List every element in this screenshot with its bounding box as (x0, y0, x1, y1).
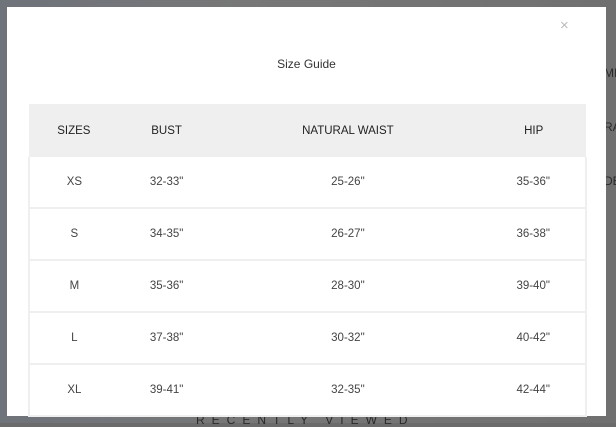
table-cell: 39-40" (481, 260, 587, 313)
table-cell: 40-42" (481, 312, 587, 365)
table-cell: S (28, 208, 119, 261)
background-text: RA (604, 120, 616, 134)
table-cell: 37-38" (118, 312, 215, 365)
table-cell: M (28, 260, 119, 313)
table-cell: XS (28, 157, 119, 209)
background-text: MI (604, 66, 616, 80)
table-cell: L (28, 312, 119, 365)
table-cell: 35-36" (481, 157, 587, 209)
column-header: SIZES (29, 104, 119, 157)
close-icon[interactable]: × (560, 17, 569, 34)
table-row: XL 39-41" 32-35" 42-44" (28, 364, 587, 417)
table-cell: 35-36" (118, 260, 215, 313)
table-cell: 34-35" (118, 208, 215, 261)
table-row: S 34-35" 26-27" 36-38" (28, 208, 587, 261)
table-cell: 39-41" (118, 364, 215, 417)
table-row: L 37-38" 30-32" 40-42" (28, 312, 587, 365)
modal-title: Size Guide (277, 57, 336, 71)
table-cell: 32-33" (118, 157, 215, 209)
size-table: SIZES BUST NATURAL WAIST HIP XS 32-33" 25-26"… (28, 104, 587, 417)
background-text: DE (604, 174, 616, 188)
column-header: BUST (118, 104, 215, 157)
table-row: XS 32-33" 25-26" 35-36" (28, 157, 587, 209)
table-cell: XL (28, 364, 119, 417)
table-cell: 42-44" (481, 364, 587, 417)
table-cell: 25-26" (214, 157, 482, 209)
column-header: HIP (481, 104, 586, 157)
table-cell: 26-27" (214, 208, 482, 261)
table-cell: 30-32" (214, 312, 482, 365)
table-cell: 28-30" (214, 260, 482, 313)
table-cell: 32-35" (214, 364, 482, 417)
table-cell: 36-38" (481, 208, 587, 261)
size-guide-modal: × Size Guide SIZES BUST NATURAL WAIST HIP X… (7, 7, 606, 417)
table-header-row: SIZES BUST NATURAL WAIST HIP (29, 104, 586, 157)
table-row: M 35-36" 28-30" 39-40" (28, 260, 587, 313)
column-header: NATURAL WAIST (214, 104, 482, 157)
